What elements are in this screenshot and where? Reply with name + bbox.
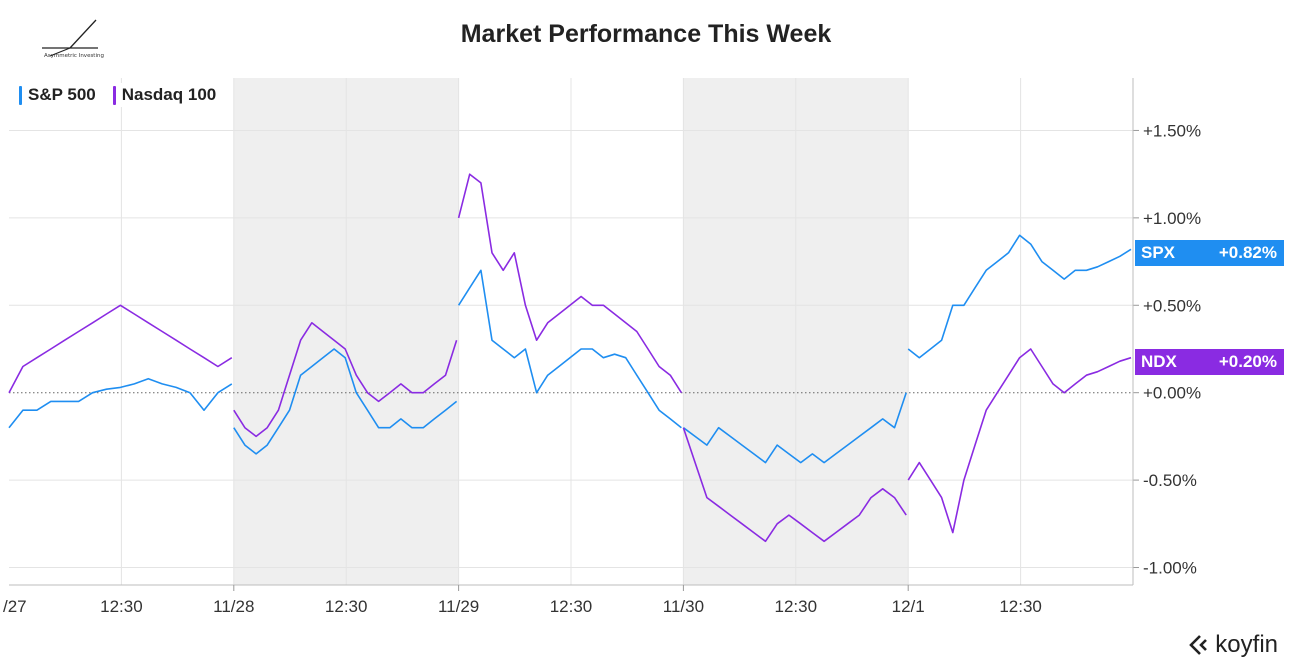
ndx-ticker: NDX xyxy=(1141,352,1177,371)
ndx-last-value-tag: NDX +0.20% xyxy=(1135,349,1284,375)
x-tick-label: 12:30 xyxy=(550,597,593,616)
x-tick-label: 12:30 xyxy=(325,597,368,616)
x-tick-label: /27 xyxy=(3,597,27,616)
chart-legend: S&P 500 Nasdaq 100 xyxy=(15,83,224,107)
x-tick-label: 12/1 xyxy=(892,597,925,616)
y-tick-label: +0.00% xyxy=(1143,384,1201,403)
x-tick-label: 12:30 xyxy=(999,597,1042,616)
ndx-value: +0.20% xyxy=(1218,352,1277,371)
asymmetric-investing-logo xyxy=(42,19,98,57)
legend-label-sp500: S&P 500 xyxy=(28,85,96,104)
koyfin-chevron-icon xyxy=(1189,635,1208,655)
legend-label-nasdaq100: Nasdaq 100 xyxy=(121,85,217,104)
spx-last-value-tag: SPX +0.82% xyxy=(1135,240,1284,266)
legend-item-nasdaq100[interactable]: Nasdaq 100 xyxy=(108,83,224,107)
y-tick-label: +0.50% xyxy=(1143,296,1201,315)
series-line-sp500-session-1 xyxy=(233,348,458,455)
series-line-nasdaq100-session-4 xyxy=(907,348,1132,534)
x-tick-label: 12:30 xyxy=(100,597,143,616)
y-tick-label: -0.50% xyxy=(1143,471,1197,490)
series-line-sp500-session-4 xyxy=(907,234,1132,359)
y-tick-label: +1.50% xyxy=(1143,121,1201,140)
chart-title: Market Performance This Week xyxy=(460,20,832,48)
legend-item-sp500[interactable]: S&P 500 xyxy=(15,83,103,107)
spx-value: +0.82% xyxy=(1218,243,1277,262)
y-tick-label: -1.00% xyxy=(1143,559,1197,578)
series-line-sp500-session-3 xyxy=(682,392,907,464)
spx-ticker: SPX xyxy=(1141,243,1176,262)
series-line-nasdaq100-session-3 xyxy=(682,427,907,543)
x-tick-label: 12:30 xyxy=(775,597,818,616)
series-line-sp500-session-0 xyxy=(8,377,233,429)
x-tick-label: 11/28 xyxy=(213,597,254,616)
y-tick-label: +1.00% xyxy=(1143,209,1201,228)
x-tick-label: 11/30 xyxy=(663,597,704,616)
series-line-nasdaq100-session-2 xyxy=(457,173,683,394)
koyfin-brand[interactable]: koyfin xyxy=(1187,631,1278,659)
legend-swatch-nasdaq100 xyxy=(112,85,116,105)
logo-text: Asymmetric Investing xyxy=(44,53,104,59)
series-line-nasdaq100-session-0 xyxy=(8,304,233,394)
brand-name: koyfin xyxy=(1215,631,1278,658)
series-line-nasdaq100-session-1 xyxy=(233,321,458,438)
legend-swatch-sp500 xyxy=(19,85,22,105)
x-tick-label: 11/29 xyxy=(438,597,479,616)
series-line-sp500-session-2 xyxy=(457,269,682,429)
